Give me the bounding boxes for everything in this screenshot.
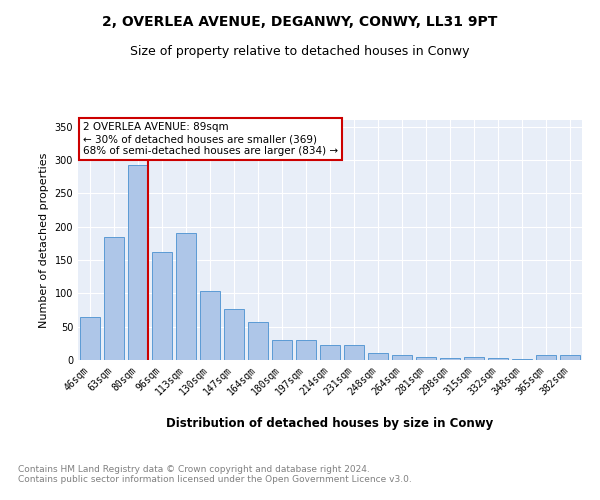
Bar bbox=[104, 236, 124, 360]
Text: 2, OVERLEA AVENUE, DEGANWY, CONWY, LL31 9PT: 2, OVERLEA AVENUE, DEGANWY, CONWY, LL31 … bbox=[103, 15, 497, 29]
Bar bbox=[464, 356, 484, 360]
Text: Distribution of detached houses by size in Conwy: Distribution of detached houses by size … bbox=[166, 418, 494, 430]
Bar bbox=[128, 164, 148, 360]
Bar bbox=[440, 358, 460, 360]
Bar bbox=[368, 354, 388, 360]
Bar bbox=[344, 346, 364, 360]
Bar bbox=[152, 252, 172, 360]
Bar bbox=[272, 340, 292, 360]
Bar bbox=[416, 356, 436, 360]
Bar bbox=[560, 356, 580, 360]
Y-axis label: Number of detached properties: Number of detached properties bbox=[39, 152, 49, 328]
Text: Contains HM Land Registry data © Crown copyright and database right 2024.
Contai: Contains HM Land Registry data © Crown c… bbox=[18, 465, 412, 484]
Bar bbox=[392, 356, 412, 360]
Bar bbox=[512, 358, 532, 360]
Bar bbox=[200, 292, 220, 360]
Bar bbox=[320, 346, 340, 360]
Bar bbox=[80, 316, 100, 360]
Bar bbox=[176, 234, 196, 360]
Text: Size of property relative to detached houses in Conwy: Size of property relative to detached ho… bbox=[130, 45, 470, 58]
Bar bbox=[224, 308, 244, 360]
Bar bbox=[488, 358, 508, 360]
Bar bbox=[536, 356, 556, 360]
Bar bbox=[248, 322, 268, 360]
Text: 2 OVERLEA AVENUE: 89sqm
← 30% of detached houses are smaller (369)
68% of semi-d: 2 OVERLEA AVENUE: 89sqm ← 30% of detache… bbox=[83, 122, 338, 156]
Bar bbox=[296, 340, 316, 360]
